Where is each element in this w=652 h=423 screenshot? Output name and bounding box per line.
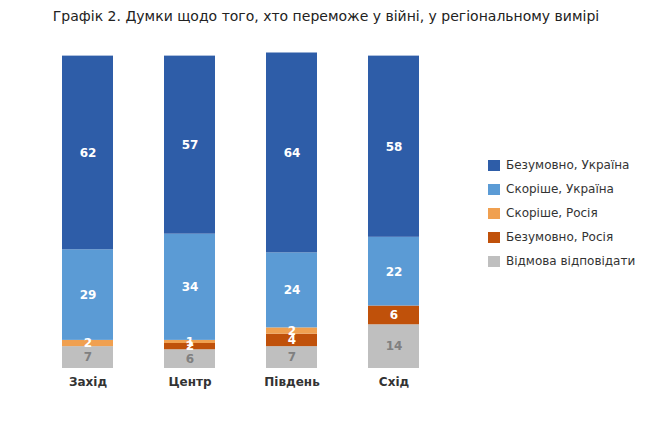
svg-text:Південь: Південь [264, 375, 320, 389]
svg-text:24: 24 [284, 283, 301, 297]
svg-text:7: 7 [288, 350, 296, 364]
html-text:Безумовно, Росія: Безумовно, Росія [506, 230, 614, 244]
svg-text:Схід: Схід [379, 375, 410, 389]
html-text:Скоріше, Росія: Скоріше, Росія [506, 206, 598, 220]
svg-text:7: 7 [84, 350, 92, 364]
svg-text:6: 6 [390, 308, 398, 322]
html-text:Скоріше, Україна: Скоріше, Україна [506, 182, 614, 196]
svg-text:2: 2 [84, 336, 92, 350]
svg-text:Центр: Центр [168, 375, 212, 389]
svg-text:4: 4 [287, 333, 297, 348]
svg-text:57: 57 [182, 138, 199, 152]
svg-text:64: 64 [284, 146, 301, 160]
svg-text:34: 34 [182, 280, 199, 294]
html-text:Графік 2. Думки щодо того, хто: Графік 2. Думки щодо того, хто переможе … [52, 8, 600, 24]
html-text:Відмова відповідати: Відмова відповідати [506, 254, 636, 268]
svg-text:62: 62 [80, 146, 97, 160]
svg-text:22: 22 [386, 265, 403, 279]
svg-text:Захід: Захід [69, 375, 107, 389]
svg-text:2: 2 [288, 324, 296, 338]
svg-text:58: 58 [386, 140, 403, 154]
html-text:Безумовно, Україна: Безумовно, Україна [506, 158, 630, 172]
svg-text:6: 6 [186, 352, 194, 366]
svg-text:29: 29 [80, 288, 97, 302]
svg-text:14: 14 [386, 339, 403, 353]
svg-text:1: 1 [186, 335, 194, 349]
